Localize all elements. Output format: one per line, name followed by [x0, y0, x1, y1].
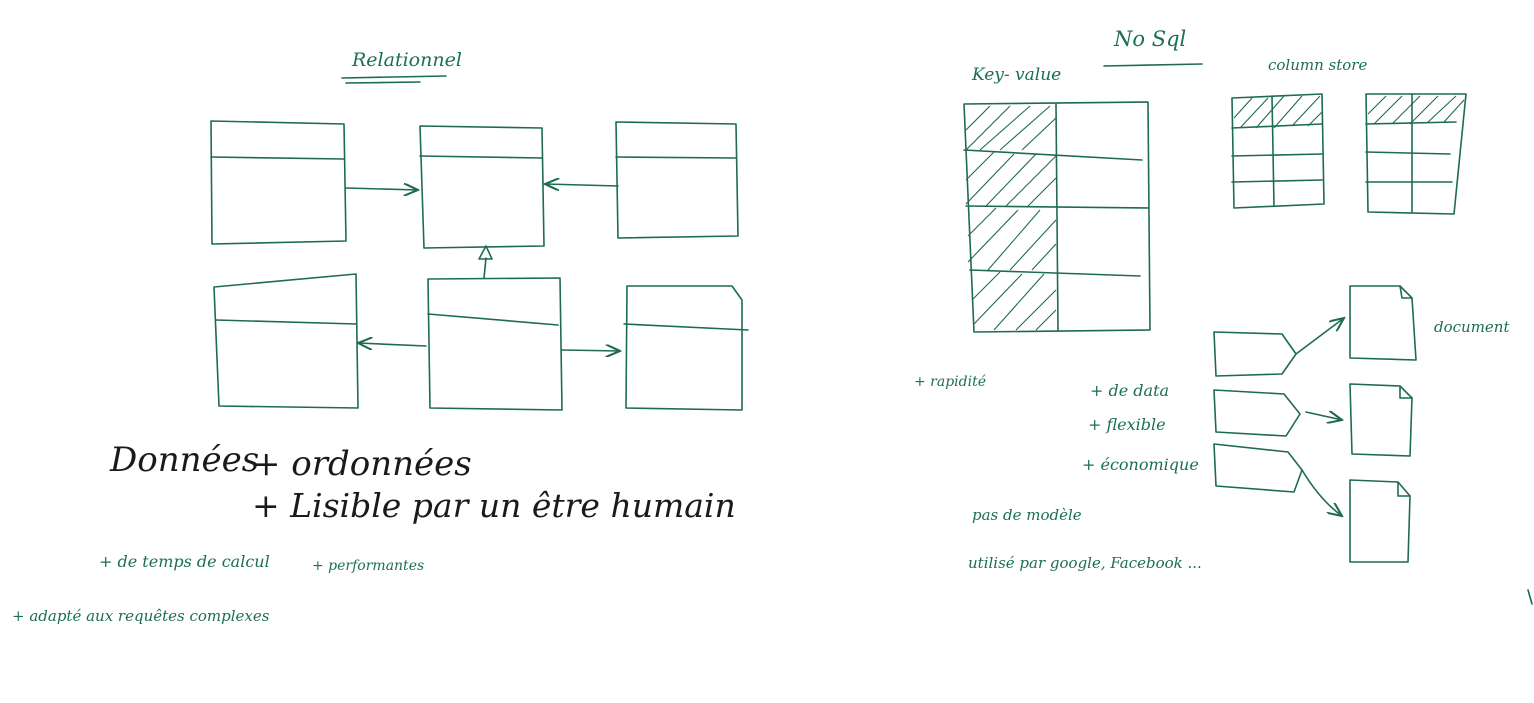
table-top-center — [419, 125, 545, 249]
nosql-section: No Sql Key- value — [914, 27, 1510, 572]
inheritance-line — [483, 257, 487, 279]
pros-line1-ordonnees: + ordonnées — [252, 444, 472, 484]
nosql-pro-flexible: + flexible — [1088, 415, 1166, 434]
key-value-table — [963, 101, 1151, 333]
arrow-key2-to-doc2 — [1305, 412, 1342, 420]
relational-section: Relationnel — [12, 49, 749, 625]
nosql-note-utilise: utilisé par google, Facebook ... — [968, 554, 1202, 572]
relational-title: Relationnel — [351, 49, 462, 71]
doc-key-3 — [1213, 443, 1303, 493]
pro-performantes: + performantes — [312, 558, 424, 574]
table-bottom-center — [427, 277, 563, 411]
nosql-pro-economique: + économique — [1082, 455, 1199, 474]
document-3 — [1349, 479, 1411, 563]
arrow-center-to-bottomleft — [358, 343, 427, 346]
inheritance-triangle — [478, 245, 493, 260]
column-store-2-hatching — [1367, 95, 1465, 125]
document-2 — [1349, 383, 1413, 457]
column-store-table-2 — [1365, 93, 1467, 215]
key-value-pro-rapidite: + rapidité — [914, 374, 986, 390]
pro-temps-calcul: + de temps de calcul — [99, 552, 270, 571]
nosql-title-underline — [1103, 63, 1203, 67]
relational-title-underline — [341, 75, 447, 79]
key-column-hatching — [965, 105, 1057, 331]
edge-mark — [1527, 589, 1533, 605]
arrow-key3-to-doc3 — [1301, 469, 1342, 516]
nosql-pro-data: + de data — [1090, 381, 1169, 400]
table-bottom-left — [213, 273, 359, 409]
arrow-key1-to-doc1 — [1295, 318, 1344, 355]
pros-line1-donnees: Données — [109, 440, 259, 480]
pros-line2-lisible: + Lisible par un être humain — [252, 486, 736, 525]
doc-key-1 — [1213, 331, 1297, 377]
column-store-label: column store — [1268, 56, 1367, 74]
nosql-title: No Sql — [1113, 27, 1186, 51]
arrow-topright-to-center — [545, 184, 619, 186]
column-store-table-1 — [1231, 93, 1325, 209]
key-value-label: Key- value — [971, 65, 1061, 85]
table-bottom-right — [623, 285, 749, 411]
table-top-right — [615, 121, 739, 239]
column-store-1-hatching — [1233, 95, 1323, 129]
relational-title-underline-2 — [345, 81, 421, 84]
table-top-left — [210, 120, 347, 245]
arrow-center-to-bottomright — [561, 350, 620, 351]
doc-key-2 — [1213, 389, 1301, 437]
document-1 — [1349, 285, 1417, 361]
nosql-note-modele: pas de modèle — [972, 506, 1082, 524]
document-label: document — [1434, 318, 1510, 336]
arrow-topleft-to-center — [345, 188, 418, 190]
pro-requetes-complexes: + adapté aux requêtes complexes — [12, 607, 270, 625]
